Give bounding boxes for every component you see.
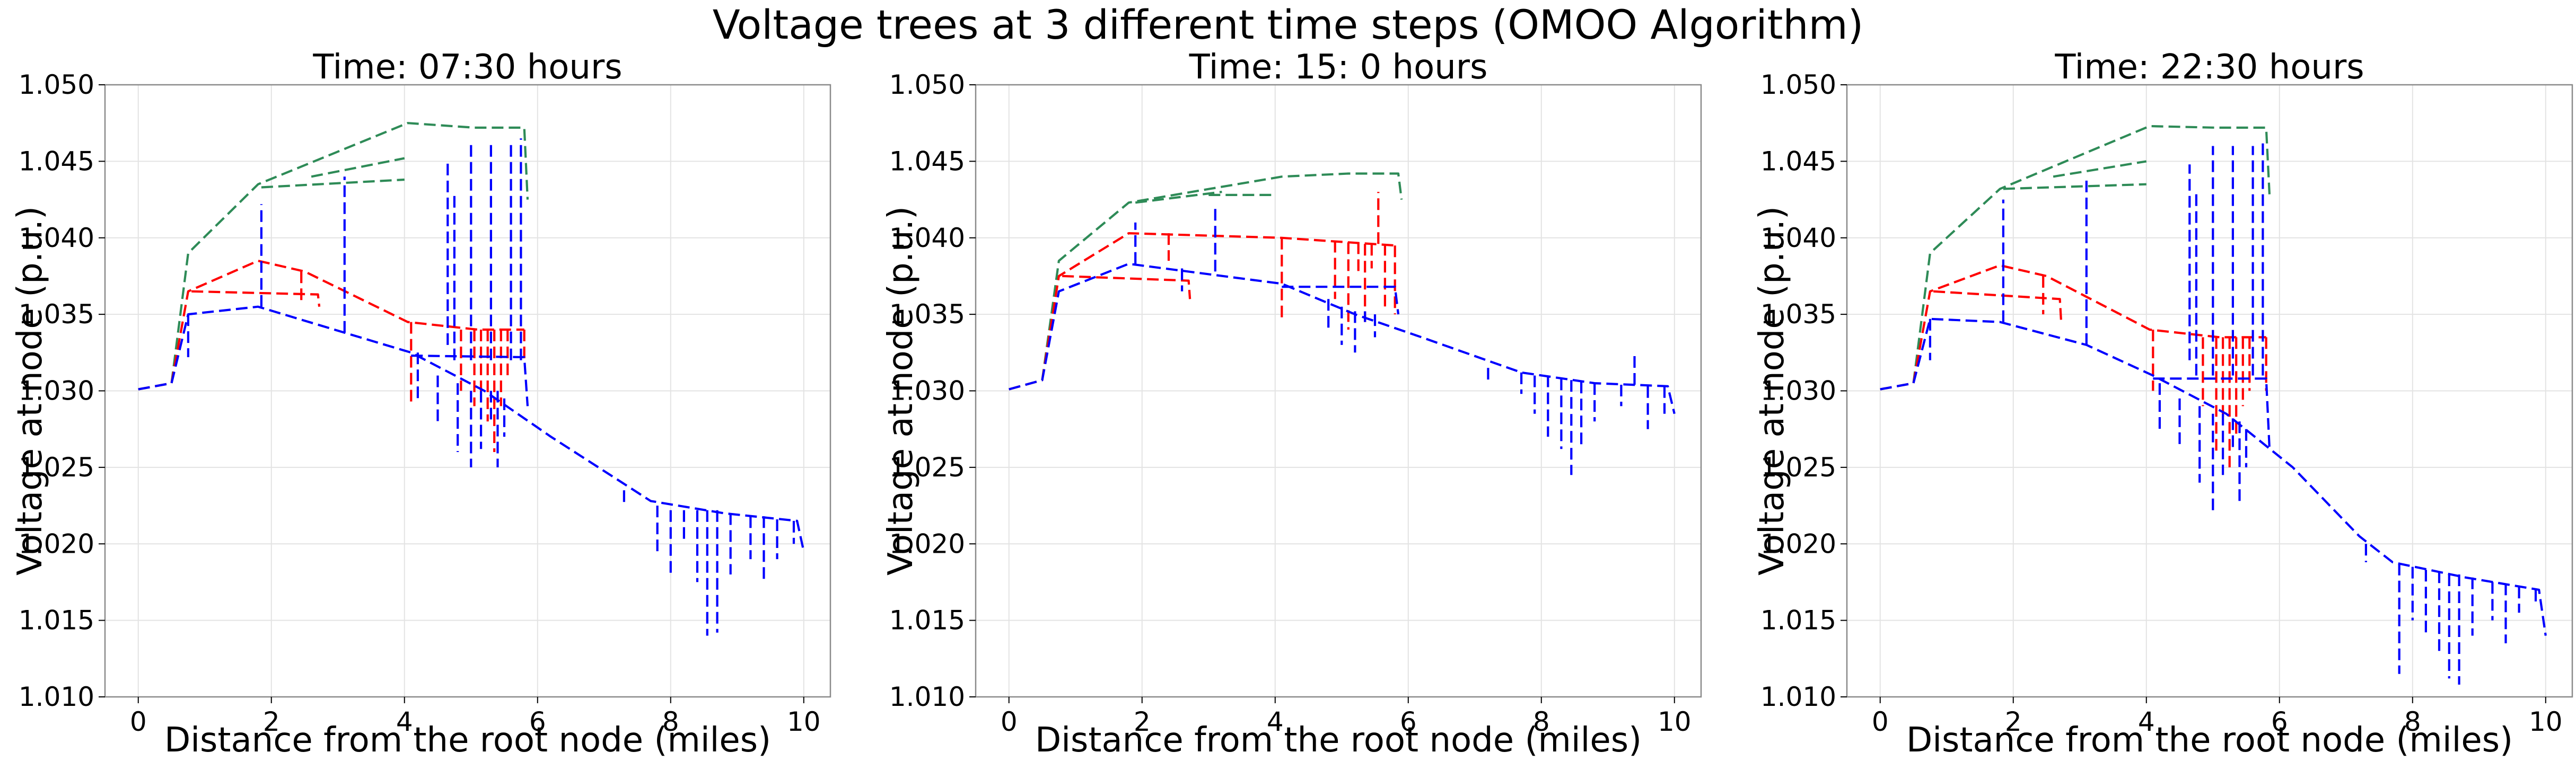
y-axis-label: Voltage at node (p.u.) [11, 206, 50, 576]
series-2 [1009, 192, 1396, 391]
series-line-segment [311, 157, 405, 178]
y-tick-label: 1.020 [889, 528, 965, 559]
series-2 [1880, 264, 2267, 467]
series-line-segment [1880, 125, 2271, 391]
x-tick-label: 8 [2404, 706, 2421, 737]
x-tick-label: 2 [1134, 706, 1151, 737]
series-line-segment [138, 260, 524, 391]
series-line-segment [2153, 377, 2271, 449]
y-tick-label: 1.010 [19, 682, 94, 712]
chart-panel-2: 0 2 4 6 8 10 1.010 1.015 1.020 1.025 1.030 1.035 1.0… [881, 48, 1702, 760]
y-tick-label: 1.025 [889, 452, 965, 483]
x-tick-label: 2 [2005, 706, 2022, 737]
x-axis-label: Distance from the root node (miles) [164, 721, 771, 760]
series-line-segment [1135, 191, 1222, 204]
series-line-segment [1009, 232, 1395, 391]
x-tick-label: 2 [263, 706, 280, 737]
y-tick-label: 1.050 [889, 69, 965, 100]
series-line-segment [1880, 317, 2547, 636]
series-line-segment [2003, 183, 2146, 190]
y-tick-label: 1.015 [1760, 605, 1836, 636]
y-tick-label: 1.010 [889, 682, 965, 712]
series-line-segment [2053, 160, 2147, 178]
y-tick-label: 1.040 [1760, 223, 1836, 253]
chart-panel-3: 0 2 4 6 8 10 1.010 1.015 1.020 1.025 1.030 1.035 1.0… [1753, 48, 2573, 760]
series-line-segment [411, 355, 529, 406]
y-tick-label: 1.030 [1760, 376, 1836, 406]
y-tick-label: 1.030 [889, 376, 965, 406]
series-1 [1880, 125, 2271, 391]
series-line-segment [1062, 275, 1191, 299]
series-line-segment [1880, 264, 2266, 391]
y-tick-label: 1.030 [19, 376, 94, 406]
x-tick-label: 0 [1872, 706, 1889, 737]
x-tick-label: 4 [1267, 706, 1284, 737]
y-axis-label: Voltage at node (p.u.) [1753, 206, 1792, 576]
y-tick-label: 1.015 [889, 605, 965, 636]
x-tick-label: 0 [1001, 706, 1018, 737]
y-tick-label: 1.035 [19, 299, 94, 330]
series-line-segment [1282, 286, 1400, 315]
x-tick-label: 0 [130, 706, 147, 737]
series-line-segment [138, 305, 805, 552]
x-axis-label: Distance from the root node (miles) [1906, 721, 2513, 760]
y-tick-label: 1.035 [889, 299, 965, 330]
series-3 [138, 138, 805, 636]
series-line-segment [1009, 172, 1403, 391]
series-3 [1880, 143, 2547, 685]
y-axis-label: Voltage at node (p.u.) [881, 206, 921, 576]
y-tick-label: 1.015 [19, 605, 94, 636]
y-tick-label: 1.025 [19, 452, 94, 483]
y-tick-label: 1.045 [889, 146, 965, 176]
y-tick-label: 1.050 [19, 69, 94, 100]
y-tick-label: 1.020 [19, 528, 94, 559]
x-tick-label: 10 [1658, 706, 1692, 737]
series-2 [138, 260, 525, 452]
series-1 [138, 122, 529, 391]
y-tick-label: 1.040 [19, 223, 94, 253]
y-tick-label: 1.045 [1760, 146, 1836, 176]
y-tick-label: 1.020 [1760, 528, 1836, 559]
series-3 [1009, 207, 1676, 475]
y-tick-label: 1.025 [1760, 452, 1836, 483]
y-tick-label: 1.010 [1760, 682, 1836, 712]
series-line-segment [191, 290, 321, 307]
x-axis-label: Distance from the root node (miles) [1035, 721, 1642, 760]
x-tick-label: 6 [529, 706, 546, 737]
chart-panel-1: 0 2 4 6 8 10 1.010 1.015 1.020 1.025 1.030 1.035 1.0… [11, 48, 831, 760]
chart-title: Time: 22:30 hours [2054, 48, 2364, 87]
chart-title: Time: 07:30 hours [312, 48, 622, 87]
series-line-segment [138, 122, 529, 391]
x-tick-label: 8 [1533, 706, 1550, 737]
figure-title: Voltage trees at 3 different time steps … [712, 1, 1864, 48]
series-line-segment [1933, 290, 2063, 322]
x-tick-label: 4 [2138, 706, 2155, 737]
x-tick-label: 8 [662, 706, 679, 737]
chart-title: Time: 15: 0 hours [1189, 48, 1488, 87]
x-tick-label: 10 [787, 706, 821, 737]
y-tick-label: 1.040 [889, 223, 965, 253]
x-tick-label: 4 [396, 706, 413, 737]
y-tick-label: 1.035 [1760, 299, 1836, 330]
x-tick-label: 6 [1400, 706, 1417, 737]
x-tick-label: 6 [2271, 706, 2288, 737]
x-tick-label: 10 [2529, 706, 2563, 737]
y-tick-label: 1.045 [19, 146, 94, 176]
y-tick-label: 1.050 [1760, 69, 1836, 100]
series-1 [1009, 172, 1403, 391]
series-line-segment [261, 178, 405, 189]
